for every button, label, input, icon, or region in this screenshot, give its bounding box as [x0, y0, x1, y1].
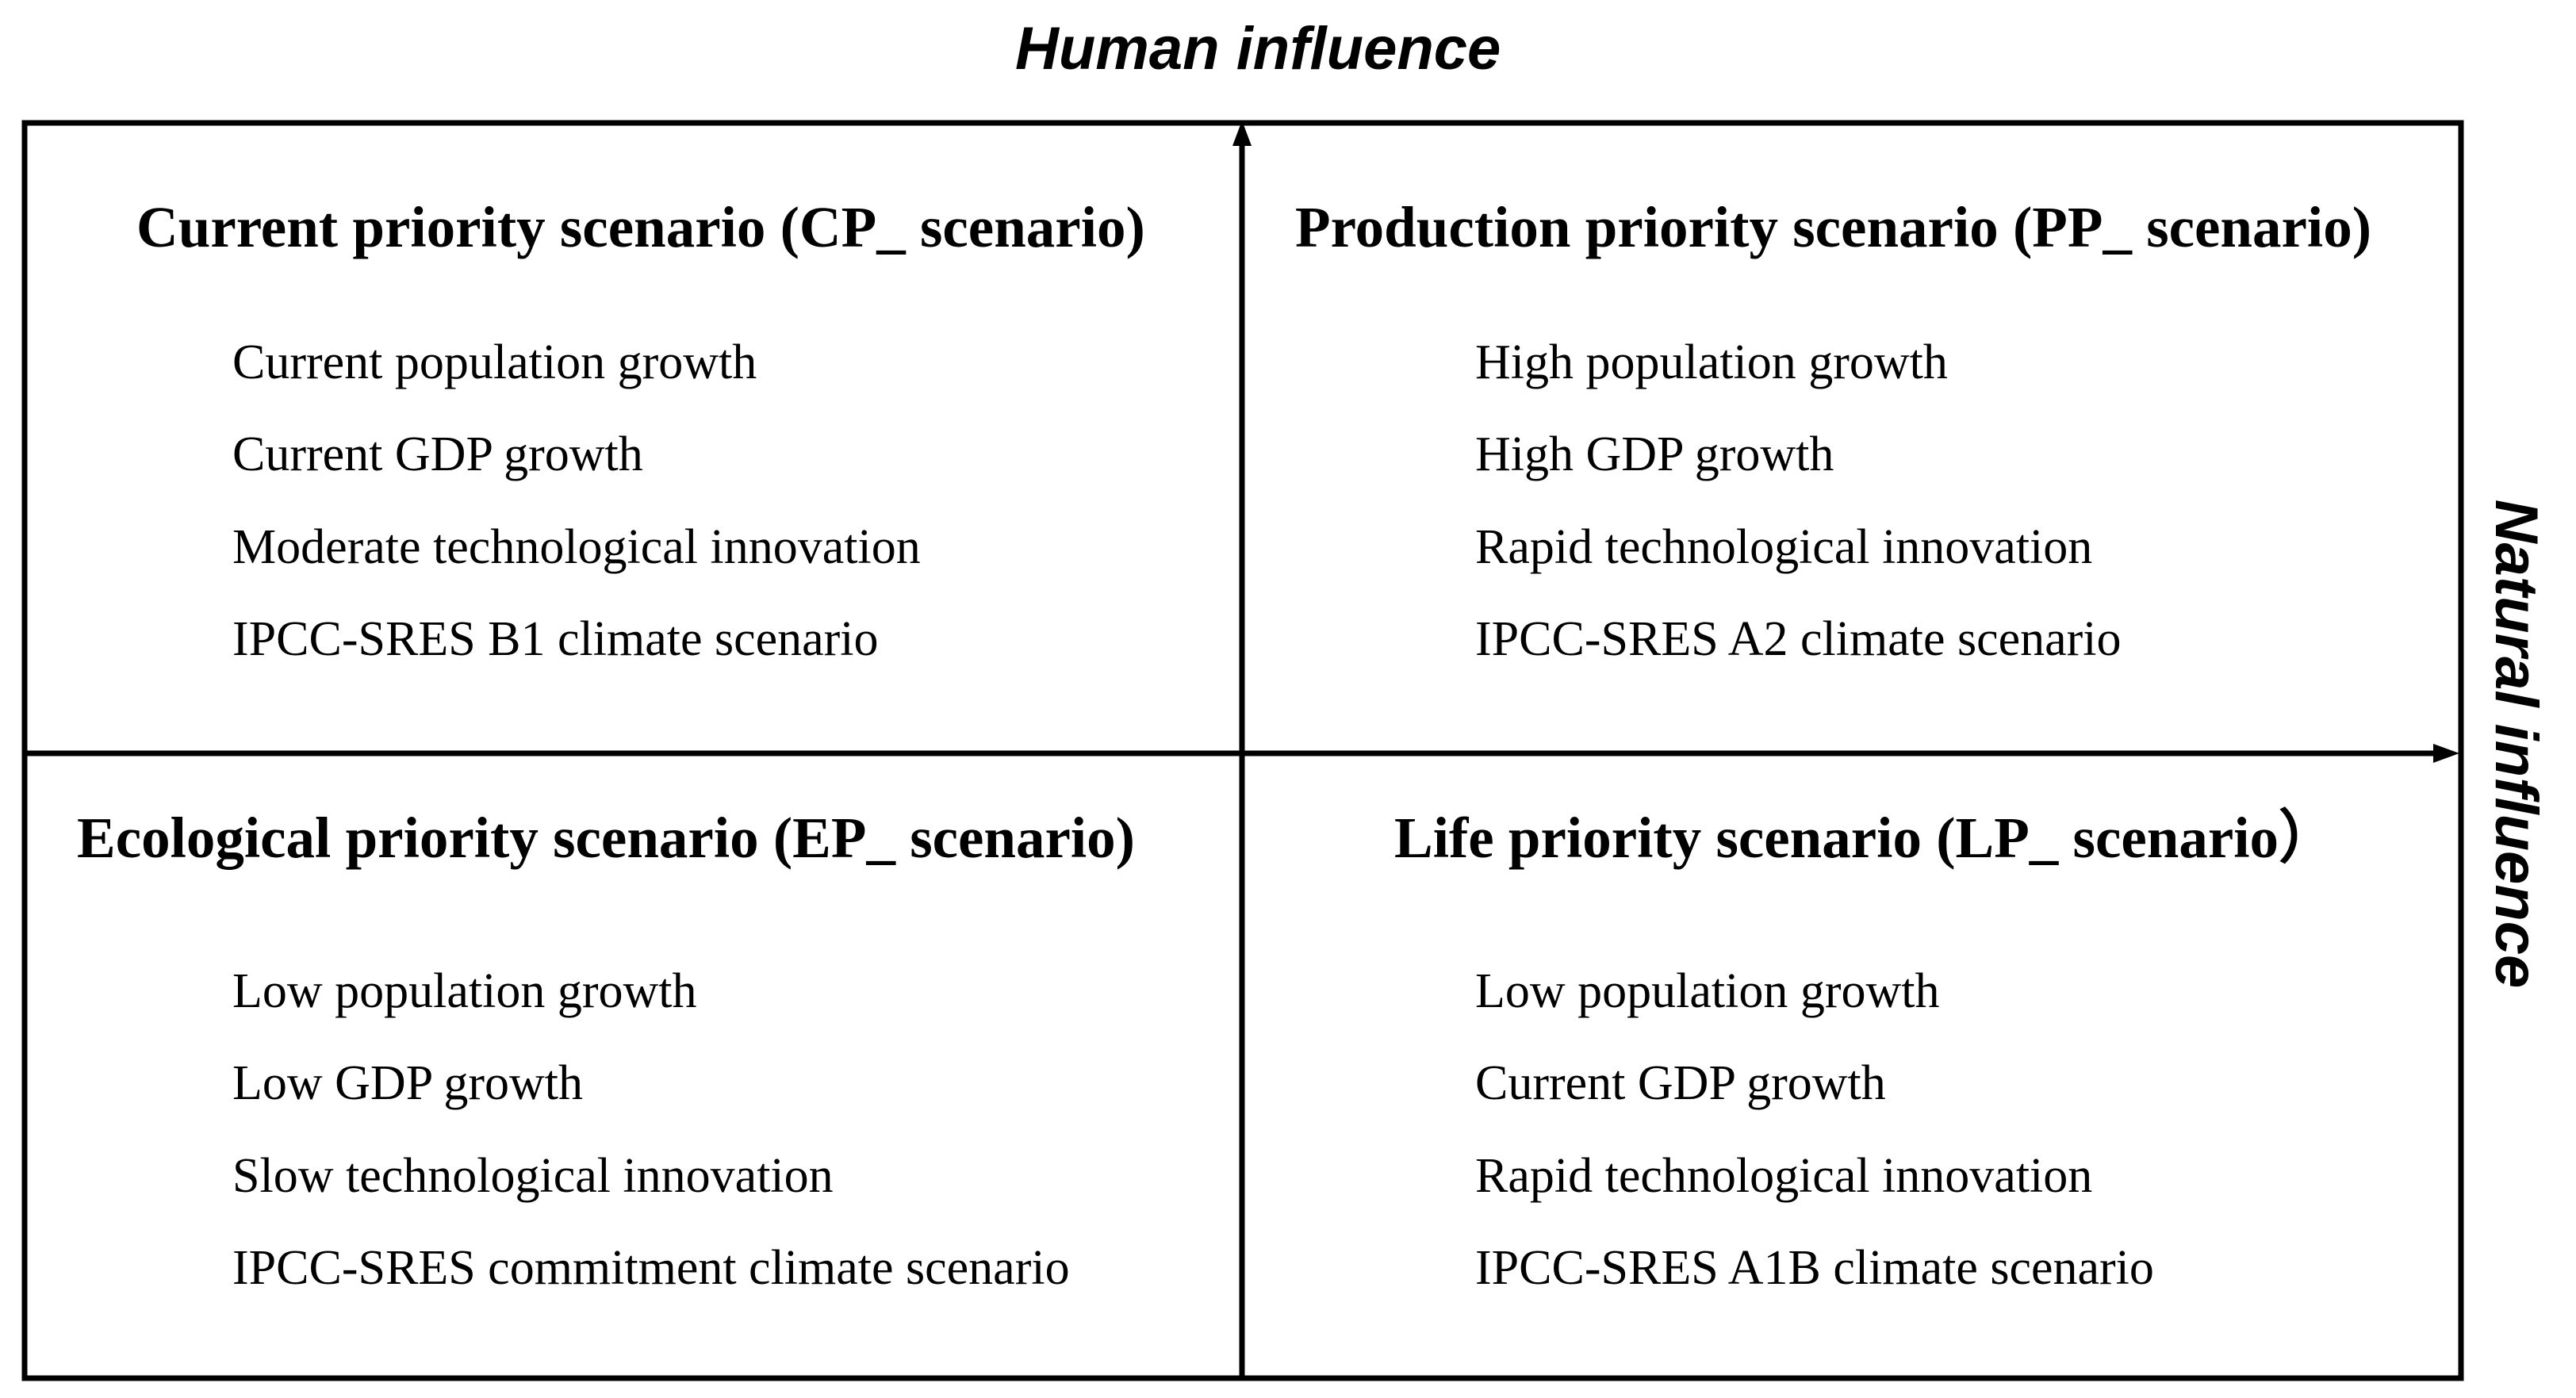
quadrant-title: Production priority scenario (PP_ scenar…: [1295, 195, 2372, 259]
scenario-item: Low population growth: [1475, 964, 1940, 1018]
scenario-item: Rapid technological innovation: [1475, 1149, 2093, 1203]
human-influence-axis-title: Human influence: [1015, 15, 1501, 82]
scenario-item: High population growth: [1475, 335, 1948, 389]
vertical-axis-arrowhead: [1232, 121, 1252, 146]
quadrant-title: Life priority scenario (LP_ scenario）: [1394, 806, 2337, 870]
scenario-item: IPCC-SRES A2 climate scenario: [1475, 612, 2122, 666]
scenario-item: IPCC-SRES A1B climate scenario: [1475, 1241, 2154, 1295]
horizontal-axis-arrowhead: [2433, 744, 2459, 763]
natural-influence-axis-title: Natural influence: [2482, 499, 2550, 989]
scenario-item: Low population growth: [232, 964, 697, 1018]
scenario-item: Current population growth: [232, 335, 757, 389]
scenario-item: IPCC-SRES commitment climate scenario: [232, 1241, 1070, 1295]
scenario-item: High GDP growth: [1475, 427, 1834, 481]
scenario-item: Current GDP growth: [232, 427, 643, 481]
quadrant-title: Ecological priority scenario (EP_ scenar…: [77, 806, 1135, 870]
scenario-item: Current GDP growth: [1475, 1056, 1886, 1110]
quadrant-title: Current priority scenario (CP_ scenario): [136, 195, 1145, 259]
scenario-item: IPCC-SRES B1 climate scenario: [232, 612, 879, 666]
scenario-item: Low GDP growth: [232, 1056, 584, 1110]
scenario-item: Moderate technological innovation: [232, 520, 921, 574]
scenario-item: Slow technological innovation: [232, 1149, 834, 1203]
scenario-item: Rapid technological innovation: [1475, 520, 2093, 574]
